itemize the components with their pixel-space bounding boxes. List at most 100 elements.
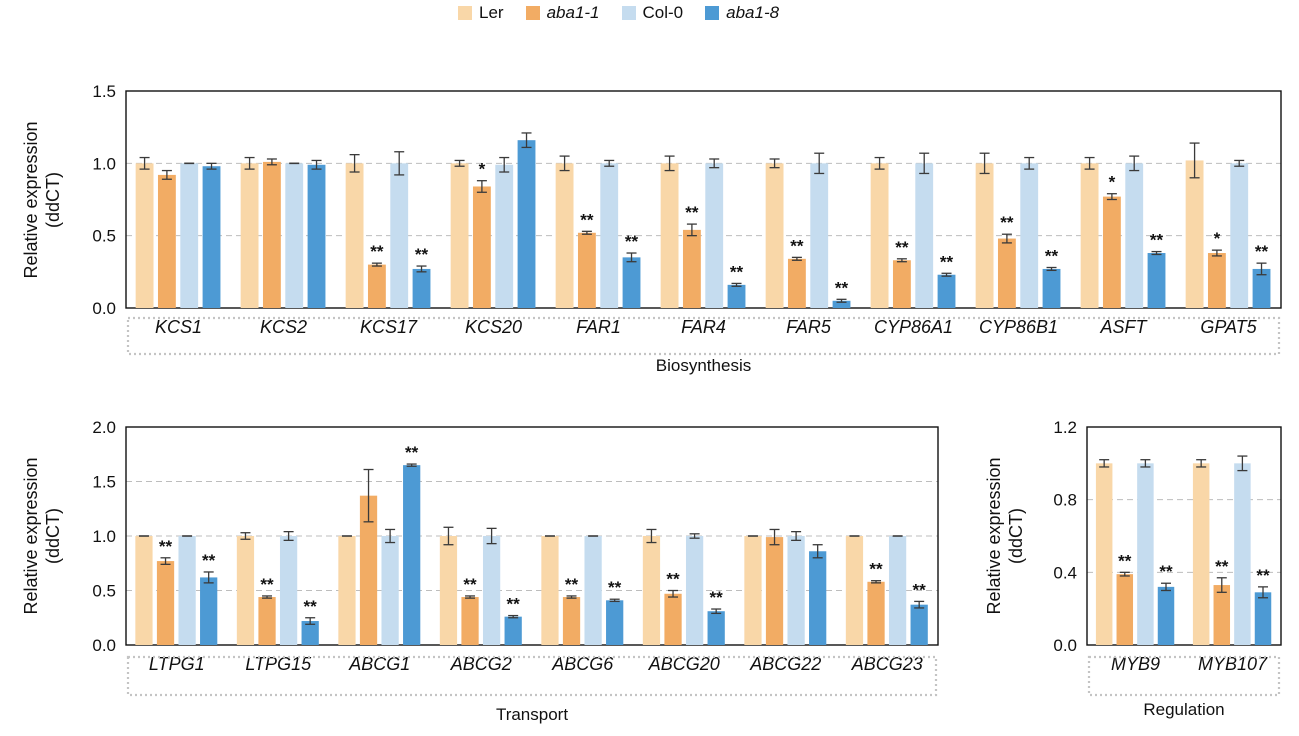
category-group-bracket bbox=[126, 316, 1281, 356]
x-tick-label: ABCG20 bbox=[648, 654, 720, 674]
group-label: Biosynthesis bbox=[656, 356, 751, 375]
y-axis-label-line: (ddCT) bbox=[43, 172, 63, 228]
x-tick-label: KCS2 bbox=[260, 317, 307, 337]
significance-label: ** bbox=[913, 580, 927, 599]
bar bbox=[577, 232, 596, 308]
bar bbox=[867, 581, 885, 645]
bar bbox=[135, 536, 153, 645]
bar bbox=[765, 537, 784, 645]
group-label: Transport bbox=[496, 705, 568, 724]
significance-label: ** bbox=[159, 537, 173, 556]
significance-label: ** bbox=[1118, 551, 1132, 570]
x-tick-label: ABCG1 bbox=[348, 654, 410, 674]
significance-label: ** bbox=[1159, 562, 1173, 581]
category-group-bracket bbox=[126, 655, 938, 697]
y-tick-label: 0.0 bbox=[92, 636, 116, 655]
x-tick-label: CYP86A1 bbox=[874, 317, 953, 337]
significance-label: ** bbox=[1215, 557, 1229, 576]
significance-label: ** bbox=[202, 551, 216, 570]
chart-panel-transport: 0.0 0.5 1.0 1.5 2.0 Relative expression (ddCT)… bbox=[21, 418, 939, 724]
bar bbox=[707, 611, 725, 645]
bar bbox=[258, 597, 276, 645]
significance-label: ** bbox=[608, 578, 622, 597]
bar bbox=[937, 274, 956, 308]
x-tick-label: ABCG23 bbox=[851, 654, 923, 674]
significance-label: ** bbox=[1255, 242, 1269, 261]
bar bbox=[279, 536, 298, 645]
chart-panel-biosynthesis: 0.0 0.5 1.0 1.5 Relative expression (ddCT) KCS… bbox=[21, 82, 1282, 375]
bar bbox=[870, 163, 889, 308]
bar bbox=[744, 536, 762, 645]
bar bbox=[705, 163, 724, 308]
legend-label: aba1-8 bbox=[726, 3, 780, 22]
bar bbox=[236, 536, 255, 645]
significance-label: ** bbox=[869, 560, 883, 579]
bar bbox=[135, 163, 154, 308]
bar bbox=[1252, 268, 1271, 308]
bar bbox=[1137, 463, 1154, 645]
legend-item: Col-0 bbox=[621, 3, 683, 23]
bar bbox=[1080, 163, 1099, 308]
legend-item: aba1-1 bbox=[525, 3, 600, 23]
y-axis-label-line: (ddCT) bbox=[1006, 508, 1026, 564]
bar bbox=[888, 536, 907, 645]
bar bbox=[1020, 163, 1039, 308]
bar bbox=[1213, 585, 1231, 645]
x-tick-label: FAR1 bbox=[576, 317, 621, 337]
significance-label: ** bbox=[1045, 246, 1059, 265]
bar bbox=[1125, 163, 1144, 308]
x-tick-label: MYB9 bbox=[1111, 654, 1160, 674]
bar bbox=[178, 536, 196, 645]
significance-label: ** bbox=[1000, 213, 1014, 232]
bar bbox=[832, 300, 851, 308]
bar bbox=[622, 257, 641, 308]
significance-label: ** bbox=[260, 575, 274, 594]
legend-label: aba1-1 bbox=[546, 3, 600, 22]
x-tick-label: KCS20 bbox=[465, 317, 522, 337]
significance-label: ** bbox=[666, 570, 680, 589]
bar bbox=[1095, 463, 1113, 645]
bar bbox=[202, 166, 221, 308]
bar bbox=[504, 616, 522, 645]
y-axis-label-line: Relative expression bbox=[21, 457, 41, 614]
x-tick-label: MYB107 bbox=[1198, 654, 1268, 674]
bar bbox=[787, 536, 805, 645]
y-tick-label: 0.4 bbox=[1053, 563, 1077, 582]
significance-label: ** bbox=[1256, 566, 1270, 585]
bar bbox=[262, 161, 281, 308]
legend-swatch bbox=[621, 6, 636, 20]
y-tick-label: 1.5 bbox=[92, 82, 116, 101]
y-tick-label: 0.5 bbox=[92, 582, 116, 601]
bar bbox=[727, 284, 746, 308]
x-tick-label: GPAT5 bbox=[1200, 317, 1257, 337]
x-tick-label: ABCG6 bbox=[551, 654, 614, 674]
x-tick-label: ABCG22 bbox=[749, 654, 821, 674]
bar bbox=[157, 174, 176, 308]
legend-item: Ler bbox=[458, 3, 504, 23]
bar bbox=[200, 577, 218, 645]
bar bbox=[787, 258, 806, 308]
significance-label: ** bbox=[730, 262, 744, 281]
x-tick-label: CYP86B1 bbox=[979, 317, 1058, 337]
bar bbox=[1254, 592, 1272, 645]
bar bbox=[642, 536, 661, 645]
significance-label: ** bbox=[710, 588, 724, 607]
x-tick-label: LTPG1 bbox=[149, 654, 205, 674]
y-tick-label: 2.0 bbox=[92, 418, 116, 437]
significance-label: ** bbox=[507, 595, 521, 614]
significance-label: ** bbox=[304, 597, 318, 616]
bar bbox=[1102, 196, 1121, 308]
bar bbox=[1234, 463, 1251, 645]
bar bbox=[1116, 574, 1134, 645]
significance-label: ** bbox=[405, 443, 419, 462]
bar bbox=[660, 163, 679, 308]
plot-frame bbox=[125, 90, 1282, 309]
plot-frame bbox=[1086, 426, 1282, 646]
bar bbox=[240, 163, 259, 308]
significance-label: ** bbox=[790, 236, 804, 255]
bar bbox=[997, 238, 1016, 308]
significance-label: ** bbox=[370, 242, 384, 261]
bar bbox=[765, 163, 784, 308]
bar bbox=[1185, 160, 1204, 308]
bar bbox=[1192, 463, 1210, 645]
